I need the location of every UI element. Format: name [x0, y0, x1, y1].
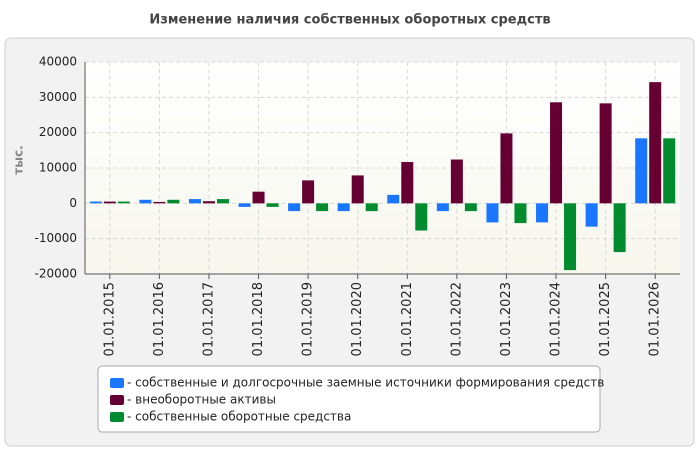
- legend-swatch: [110, 395, 124, 405]
- chart-title: Изменение наличия собственных оборотных …: [149, 13, 550, 28]
- bar: [153, 201, 166, 204]
- x-tick-label: 01.01.2017: [201, 282, 216, 356]
- bar: [401, 161, 414, 204]
- x-tick-label: 01.01.2019: [301, 282, 316, 356]
- y-tick-label: 0: [69, 196, 77, 210]
- legend-label: - собственные оборотные средства: [127, 410, 351, 424]
- bar: [450, 159, 463, 204]
- y-axis-label: тыс.: [12, 145, 26, 174]
- x-tick-label: 01.01.2022: [449, 282, 464, 356]
- legend-label: - внеоборотные активы: [127, 393, 276, 407]
- bar: [635, 138, 648, 204]
- x-tick-label: 01.01.2023: [499, 282, 514, 356]
- x-tick-label: 01.01.2015: [102, 282, 117, 356]
- bar: [663, 138, 676, 204]
- bar: [585, 203, 598, 227]
- bar: [139, 199, 152, 204]
- bar: [103, 201, 116, 204]
- legend-swatch: [110, 378, 124, 388]
- bar: [550, 102, 563, 204]
- bar: [464, 203, 477, 212]
- x-tick-label: 01.01.2018: [251, 282, 266, 356]
- bar: [415, 203, 428, 231]
- legend-label: - собственные и долгосрочные заемные ист…: [127, 376, 604, 390]
- bar: [564, 203, 577, 271]
- x-tick-label: 01.01.2021: [400, 282, 415, 356]
- y-tick-label: 30000: [39, 90, 77, 104]
- x-tick-label: 01.01.2024: [549, 282, 564, 356]
- bar: [351, 175, 364, 204]
- x-tick-label: 01.01.2026: [648, 282, 663, 356]
- bar: [599, 103, 612, 204]
- bar: [188, 199, 201, 204]
- bar: [613, 203, 626, 253]
- bar: [216, 199, 229, 204]
- bar: [238, 203, 251, 207]
- bar: [365, 203, 378, 212]
- y-tick-label: 40000: [39, 55, 77, 69]
- bar: [252, 191, 265, 204]
- bar: [337, 203, 350, 212]
- bar: [514, 203, 527, 224]
- bar: [436, 203, 449, 212]
- bar: [316, 203, 329, 212]
- y-tick-label: 20000: [39, 125, 77, 139]
- y-tick-label: 10000: [39, 161, 77, 175]
- legend-swatch: [110, 412, 124, 422]
- x-tick-label: 01.01.2025: [598, 282, 613, 356]
- bar: [288, 203, 301, 212]
- bar: [266, 203, 279, 207]
- y-tick-label: -20000: [34, 267, 77, 281]
- x-tick-label: 01.01.2020: [350, 282, 365, 356]
- bar: [302, 180, 315, 204]
- bar: [649, 82, 662, 204]
- bar: [117, 201, 130, 204]
- bar: [89, 201, 102, 204]
- legend: [97, 365, 601, 433]
- y-tick-label: -10000: [34, 231, 77, 245]
- bar: [536, 203, 549, 223]
- bar: [202, 201, 215, 204]
- bar: [500, 133, 513, 204]
- x-tick-label: 01.01.2016: [152, 282, 167, 356]
- bar: [387, 194, 400, 204]
- bar: [167, 199, 180, 204]
- bar: [486, 203, 499, 223]
